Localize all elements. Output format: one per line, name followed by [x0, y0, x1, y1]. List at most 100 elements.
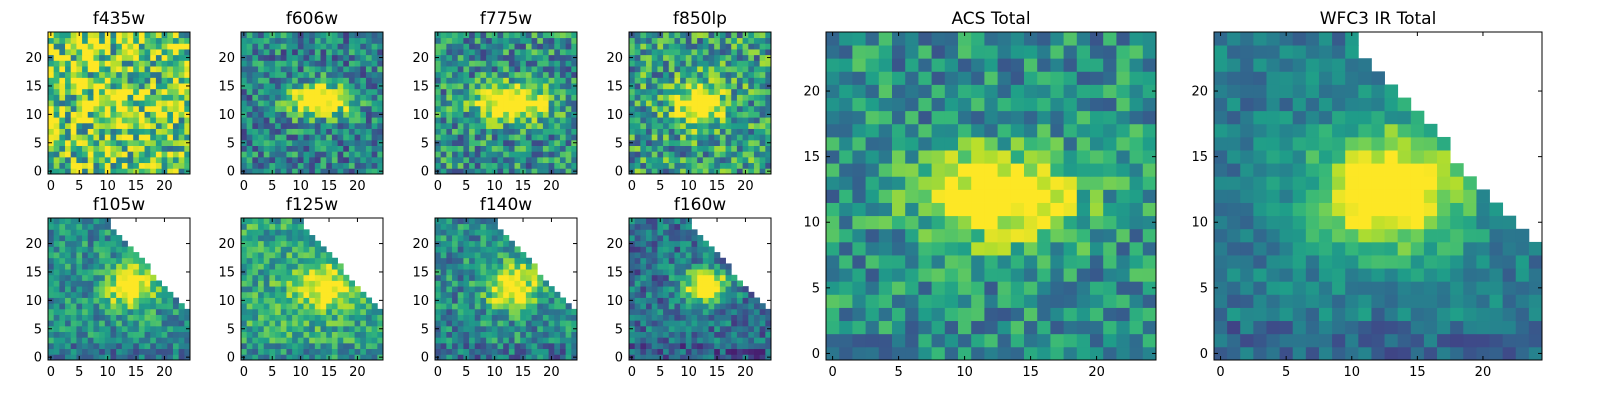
pixel-cell [377, 94, 384, 101]
pixel-cell [76, 286, 83, 293]
pixel-cell [691, 71, 698, 78]
pixel-cell [474, 263, 481, 270]
pixel-cell [640, 286, 647, 293]
pixel-cell [542, 128, 549, 135]
pixel-cell [326, 88, 333, 95]
pixel-cell [736, 37, 743, 44]
pixel-cell [537, 151, 544, 158]
pixel-cell [446, 162, 453, 169]
pixel-cell [452, 94, 459, 101]
pixel-cell [70, 320, 77, 327]
pixel-cell [525, 60, 532, 67]
pixel-cell [110, 151, 117, 158]
pixel-cell [634, 83, 641, 90]
pixel-cell [759, 60, 766, 67]
pixel-cell [65, 269, 72, 276]
pixel-cell [646, 269, 653, 276]
x-tick-label: 10 [99, 365, 116, 380]
pixel-cell [446, 168, 453, 175]
pixel-cell [104, 348, 111, 355]
pixel-cell [161, 88, 168, 95]
pixel-cell [104, 105, 111, 112]
pixel-cell [668, 60, 675, 67]
x-tick-label: 0 [47, 365, 55, 380]
pixel-cell [343, 43, 350, 50]
pixel-cell [155, 291, 162, 298]
pixel-cell [697, 303, 704, 310]
pixel-cell [469, 269, 476, 276]
pixel-cell [87, 128, 94, 135]
pixel-cell [326, 263, 333, 270]
pixel-cell [680, 100, 687, 107]
pixel-cell [53, 325, 60, 332]
pixel-cell [503, 354, 510, 361]
pixel-cell [178, 71, 185, 78]
pixel-cell [331, 162, 338, 169]
pixel-cell [525, 77, 532, 84]
pixel-cell [127, 314, 134, 321]
pixel-cell [852, 320, 866, 335]
pixel-cell [452, 354, 459, 361]
pixel-cell [343, 303, 350, 310]
pixel-cell [70, 145, 77, 152]
pixel-cell [691, 342, 698, 350]
pixel-cell [354, 308, 361, 315]
pixel-cell [491, 139, 498, 146]
pixel-cell [463, 348, 470, 355]
x-tick-label: 10 [486, 179, 503, 194]
pixel-cell [246, 83, 253, 90]
pixel-cell [371, 66, 378, 73]
pixel-cell [326, 43, 333, 50]
pixel-cell [110, 252, 117, 259]
pixel-cell [668, 235, 675, 242]
pixel-cell [82, 37, 89, 44]
pixel-cell [161, 77, 168, 84]
pixel-cell [331, 83, 338, 90]
pixel-cell [629, 308, 636, 315]
pixel-cell [360, 337, 367, 344]
pixel-cell [646, 291, 653, 298]
pixel-cell [531, 139, 538, 146]
pixel-cell [736, 139, 743, 146]
pixel-cell [82, 297, 89, 304]
pixel-cell [497, 83, 504, 90]
pixel-cell [275, 303, 282, 310]
pixel-cell [469, 122, 476, 129]
pixel-cell [719, 122, 726, 129]
pixel-cell [531, 156, 538, 164]
pixel-cell [320, 342, 327, 350]
pixel-cell [731, 32, 738, 39]
pixel-cell [246, 168, 253, 175]
pixel-cell [309, 66, 316, 73]
pixel-cell [674, 246, 681, 253]
pixel-cell [161, 117, 168, 124]
pixel-cell [918, 268, 932, 282]
pixel-cell [736, 66, 743, 73]
pixel-cell [548, 128, 555, 135]
pixel-cell [731, 348, 738, 355]
pixel-cell [657, 100, 664, 107]
pixel-cell [634, 223, 641, 230]
pixel-cell [452, 32, 459, 39]
pixel-cell [314, 252, 321, 259]
pixel-cell [640, 100, 647, 107]
pixel-cell [865, 320, 880, 335]
pixel-cell [503, 274, 510, 281]
pixel-cell [486, 303, 493, 310]
pixel-cell [110, 105, 117, 112]
pixel-cell [155, 111, 162, 118]
pixel-cell [144, 139, 151, 146]
pixel-cell [1037, 281, 1051, 295]
pixel-cell [76, 94, 83, 101]
pixel-cell [337, 263, 344, 270]
pixel-cell [697, 151, 704, 158]
pixel-cell [651, 54, 658, 61]
pixel-cell [331, 257, 338, 264]
pixel-cell [559, 156, 567, 164]
pixel-cell [48, 100, 55, 107]
pixel-cell [554, 297, 561, 304]
pixel-cell [548, 60, 555, 67]
pixel-cell [565, 32, 572, 39]
pixel-cell [486, 218, 493, 225]
pixel-cell [303, 117, 310, 124]
